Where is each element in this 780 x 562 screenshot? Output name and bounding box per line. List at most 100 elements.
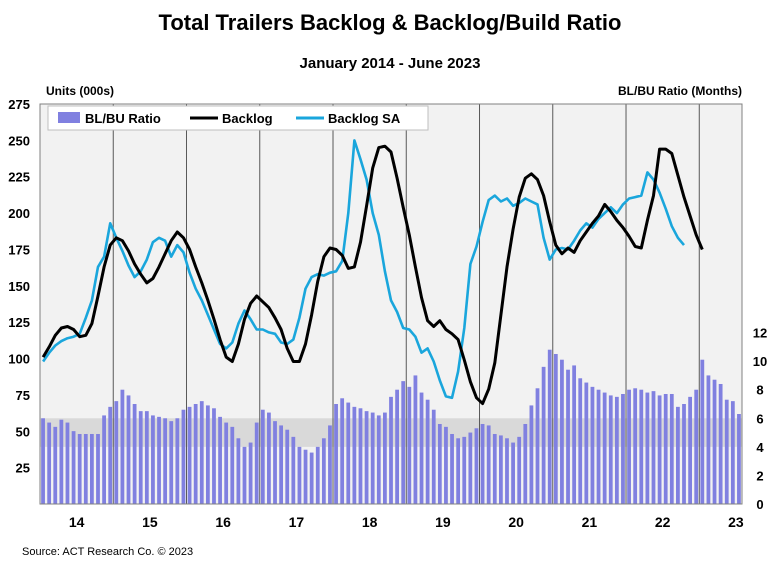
ratio-bar: [614, 396, 619, 504]
y-right-ticks: 0 2 4 6 8 10 12: [753, 326, 767, 512]
ratio-bar: [157, 416, 161, 504]
ratio-bar: [102, 415, 106, 504]
ratio-bar: [132, 403, 137, 504]
ratio-bar: [651, 391, 656, 504]
ratio-bar: [492, 433, 497, 504]
ratio-bar: [590, 386, 595, 504]
x-tick-label: 15: [142, 514, 158, 530]
y-left-tick-label: 100: [8, 352, 30, 367]
ratio-bar: [419, 392, 424, 504]
year-gridlines: [112, 104, 700, 504]
ratio-bar: [77, 433, 82, 504]
ratio-bar: [144, 411, 149, 504]
ratio-bar: [321, 438, 326, 504]
ratio-bar: [639, 389, 644, 504]
plot-area: [39, 103, 743, 505]
ratio-bar: [627, 389, 631, 504]
ratio-bar: [401, 381, 406, 504]
ratio-bar: [669, 393, 674, 504]
x-tick-label: 21: [582, 514, 598, 530]
ratio-bar: [535, 388, 540, 504]
ratio-bar: [663, 393, 668, 504]
y-left-tick-label: 50: [16, 424, 30, 439]
ratio-bar: [541, 366, 546, 504]
ratio-bar: [346, 402, 351, 504]
ratio-bar: [236, 438, 241, 504]
ratio-bar: [608, 395, 613, 504]
ratio-bar: [596, 389, 601, 504]
ratio-bar: [315, 446, 320, 504]
x-tick-label: 20: [508, 514, 524, 530]
ratio-bar: [517, 436, 522, 504]
ratio-bar: [505, 438, 509, 504]
ratio-bar: [450, 433, 454, 504]
x-tick-label: 14: [69, 514, 85, 530]
ratio-bar: [395, 389, 399, 504]
ratio-bar: [718, 383, 723, 504]
ratio-bar: [230, 426, 235, 504]
ratio-bar: [273, 421, 277, 504]
ratio-bar: [59, 419, 64, 504]
ratio-bar: [309, 452, 314, 504]
ratio-bar: [694, 389, 699, 504]
ratio-bar: [407, 386, 412, 504]
ratio-bar: [712, 379, 717, 504]
ratio-bar: [163, 418, 168, 504]
ratio-bar: [242, 446, 247, 504]
y-right-tick-label: 10: [753, 354, 767, 369]
legend-label-ratio: BL/BU Ratio: [85, 111, 161, 126]
ratio-bar: [303, 449, 308, 504]
ratio-bar: [218, 416, 222, 504]
ratio-bar: [47, 422, 52, 504]
ratio-bar: [431, 409, 436, 504]
ratio-bar: [364, 411, 369, 504]
chart-title: Total Trailers Backlog & Backlog/Build R…: [159, 10, 622, 35]
ratio-bar: [334, 403, 338, 504]
ratio-bar: [425, 399, 430, 504]
x-tick-label: 18: [362, 514, 378, 530]
ratio-bar: [553, 353, 558, 504]
ratio-bar: [41, 418, 45, 504]
ratio-bar: [96, 433, 100, 504]
ratio-bar: [383, 412, 387, 504]
source-note: Source: ACT Research Co. © 2023: [22, 546, 193, 558]
y-left-tick-label: 25: [16, 461, 30, 476]
ratio-bar: [89, 433, 94, 504]
legend-swatch-ratio: [58, 112, 80, 123]
ratio-bar: [572, 365, 577, 504]
y-left-tick-label: 250: [8, 133, 30, 148]
ratio-bar: [376, 415, 381, 504]
ratio-bar: [370, 412, 375, 504]
ratio-bar: [71, 431, 76, 504]
ratio-bar: [83, 433, 88, 504]
ratio-bar: [267, 412, 271, 504]
ratio-bar: [523, 423, 528, 504]
y-right-axis-title: BL/BU Ratio (Months): [618, 84, 742, 98]
ratio-bar: [602, 392, 607, 504]
ratio-bar: [645, 392, 650, 504]
y-right-tick-label: 2: [756, 468, 763, 483]
ratio-bar: [578, 378, 583, 504]
x-tick-label: 22: [655, 514, 671, 530]
ratio-bar: [297, 446, 302, 504]
ratio-bar: [676, 406, 680, 504]
y-left-axis-title: Units (000s): [46, 84, 114, 98]
ratio-bar: [566, 369, 570, 504]
ratio-bar: [474, 428, 479, 504]
ratio-bar: [205, 405, 210, 504]
y-left-ticks: 25 50 75 100 125 150 175 200 225 250 275: [8, 97, 30, 476]
ratio-bar: [187, 406, 192, 504]
ratio-bar: [444, 426, 448, 504]
y-right-tick-label: 4: [756, 440, 764, 455]
x-tick-label: 23: [728, 514, 744, 530]
ratio-bar: [688, 396, 693, 504]
ratio-bar: [621, 393, 625, 504]
legend-label-backlog: Backlog: [222, 111, 273, 126]
ratio-bar: [151, 415, 155, 504]
ratio-bar: [328, 425, 332, 504]
legend: BL/BU Ratio Backlog Backlog SA: [47, 105, 429, 131]
plot-border: [39, 103, 743, 505]
ratio-bar: [254, 422, 259, 504]
ratio-bar: [480, 423, 485, 504]
